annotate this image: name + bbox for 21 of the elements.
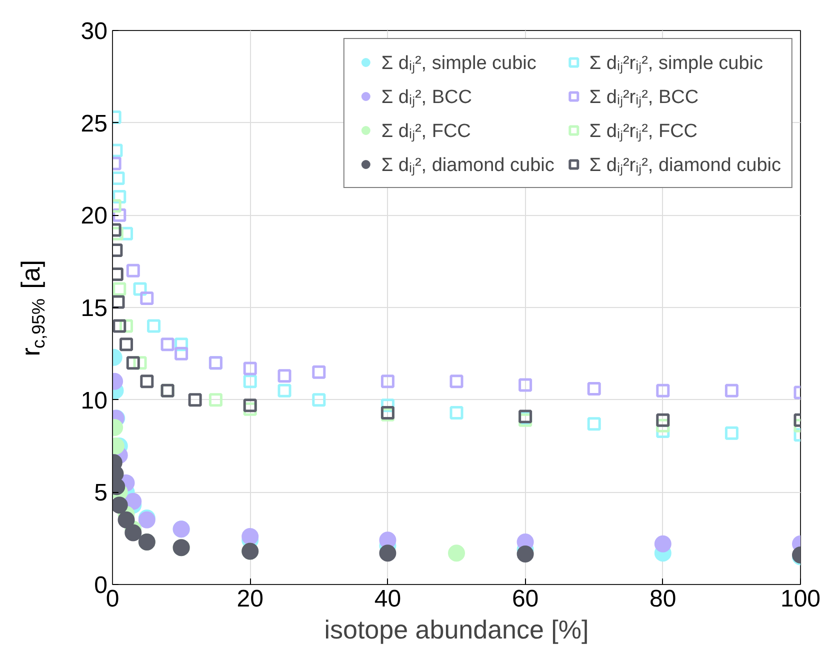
legend-label: Σ dᵢⱼ²rᵢⱼ², diamond cubic xyxy=(589,154,781,177)
x-tick-label: 60 xyxy=(512,586,539,612)
x-tick-label: 80 xyxy=(650,586,676,612)
legend-label: Σ dᵢⱼ², simple cubic xyxy=(381,52,536,75)
y-tick-label: 5 xyxy=(94,480,108,507)
y-tick-label: 25 xyxy=(80,110,108,138)
legend-label: Σ dᵢⱼ², BCC xyxy=(381,86,472,109)
y-tick-label: 20 xyxy=(80,202,108,230)
legend-label: Σ dᵢⱼ²rᵢⱼ², simple cubic xyxy=(589,52,764,75)
y-tick-label: 30 xyxy=(80,18,108,45)
x-axis-title: isotope abundance [%] xyxy=(324,614,589,644)
y-axis-title: rc,95% [a] xyxy=(16,260,48,356)
y-tick-label: 15 xyxy=(80,295,108,322)
legend-label: Σ dᵢⱼ²rᵢⱼ², BCC xyxy=(589,86,699,109)
y-tick-label: 10 xyxy=(80,387,108,414)
legend-label: Σ dᵢⱼ²rᵢⱼ², FCC xyxy=(589,120,698,143)
legend-label: Σ dᵢⱼ², FCC xyxy=(381,120,471,143)
legend-label: Σ dᵢⱼ², diamond cubic xyxy=(381,154,554,177)
x-tick-label: 20 xyxy=(236,586,264,612)
x-tick-label: 40 xyxy=(374,586,402,612)
x-tick-label: 100 xyxy=(780,586,821,612)
